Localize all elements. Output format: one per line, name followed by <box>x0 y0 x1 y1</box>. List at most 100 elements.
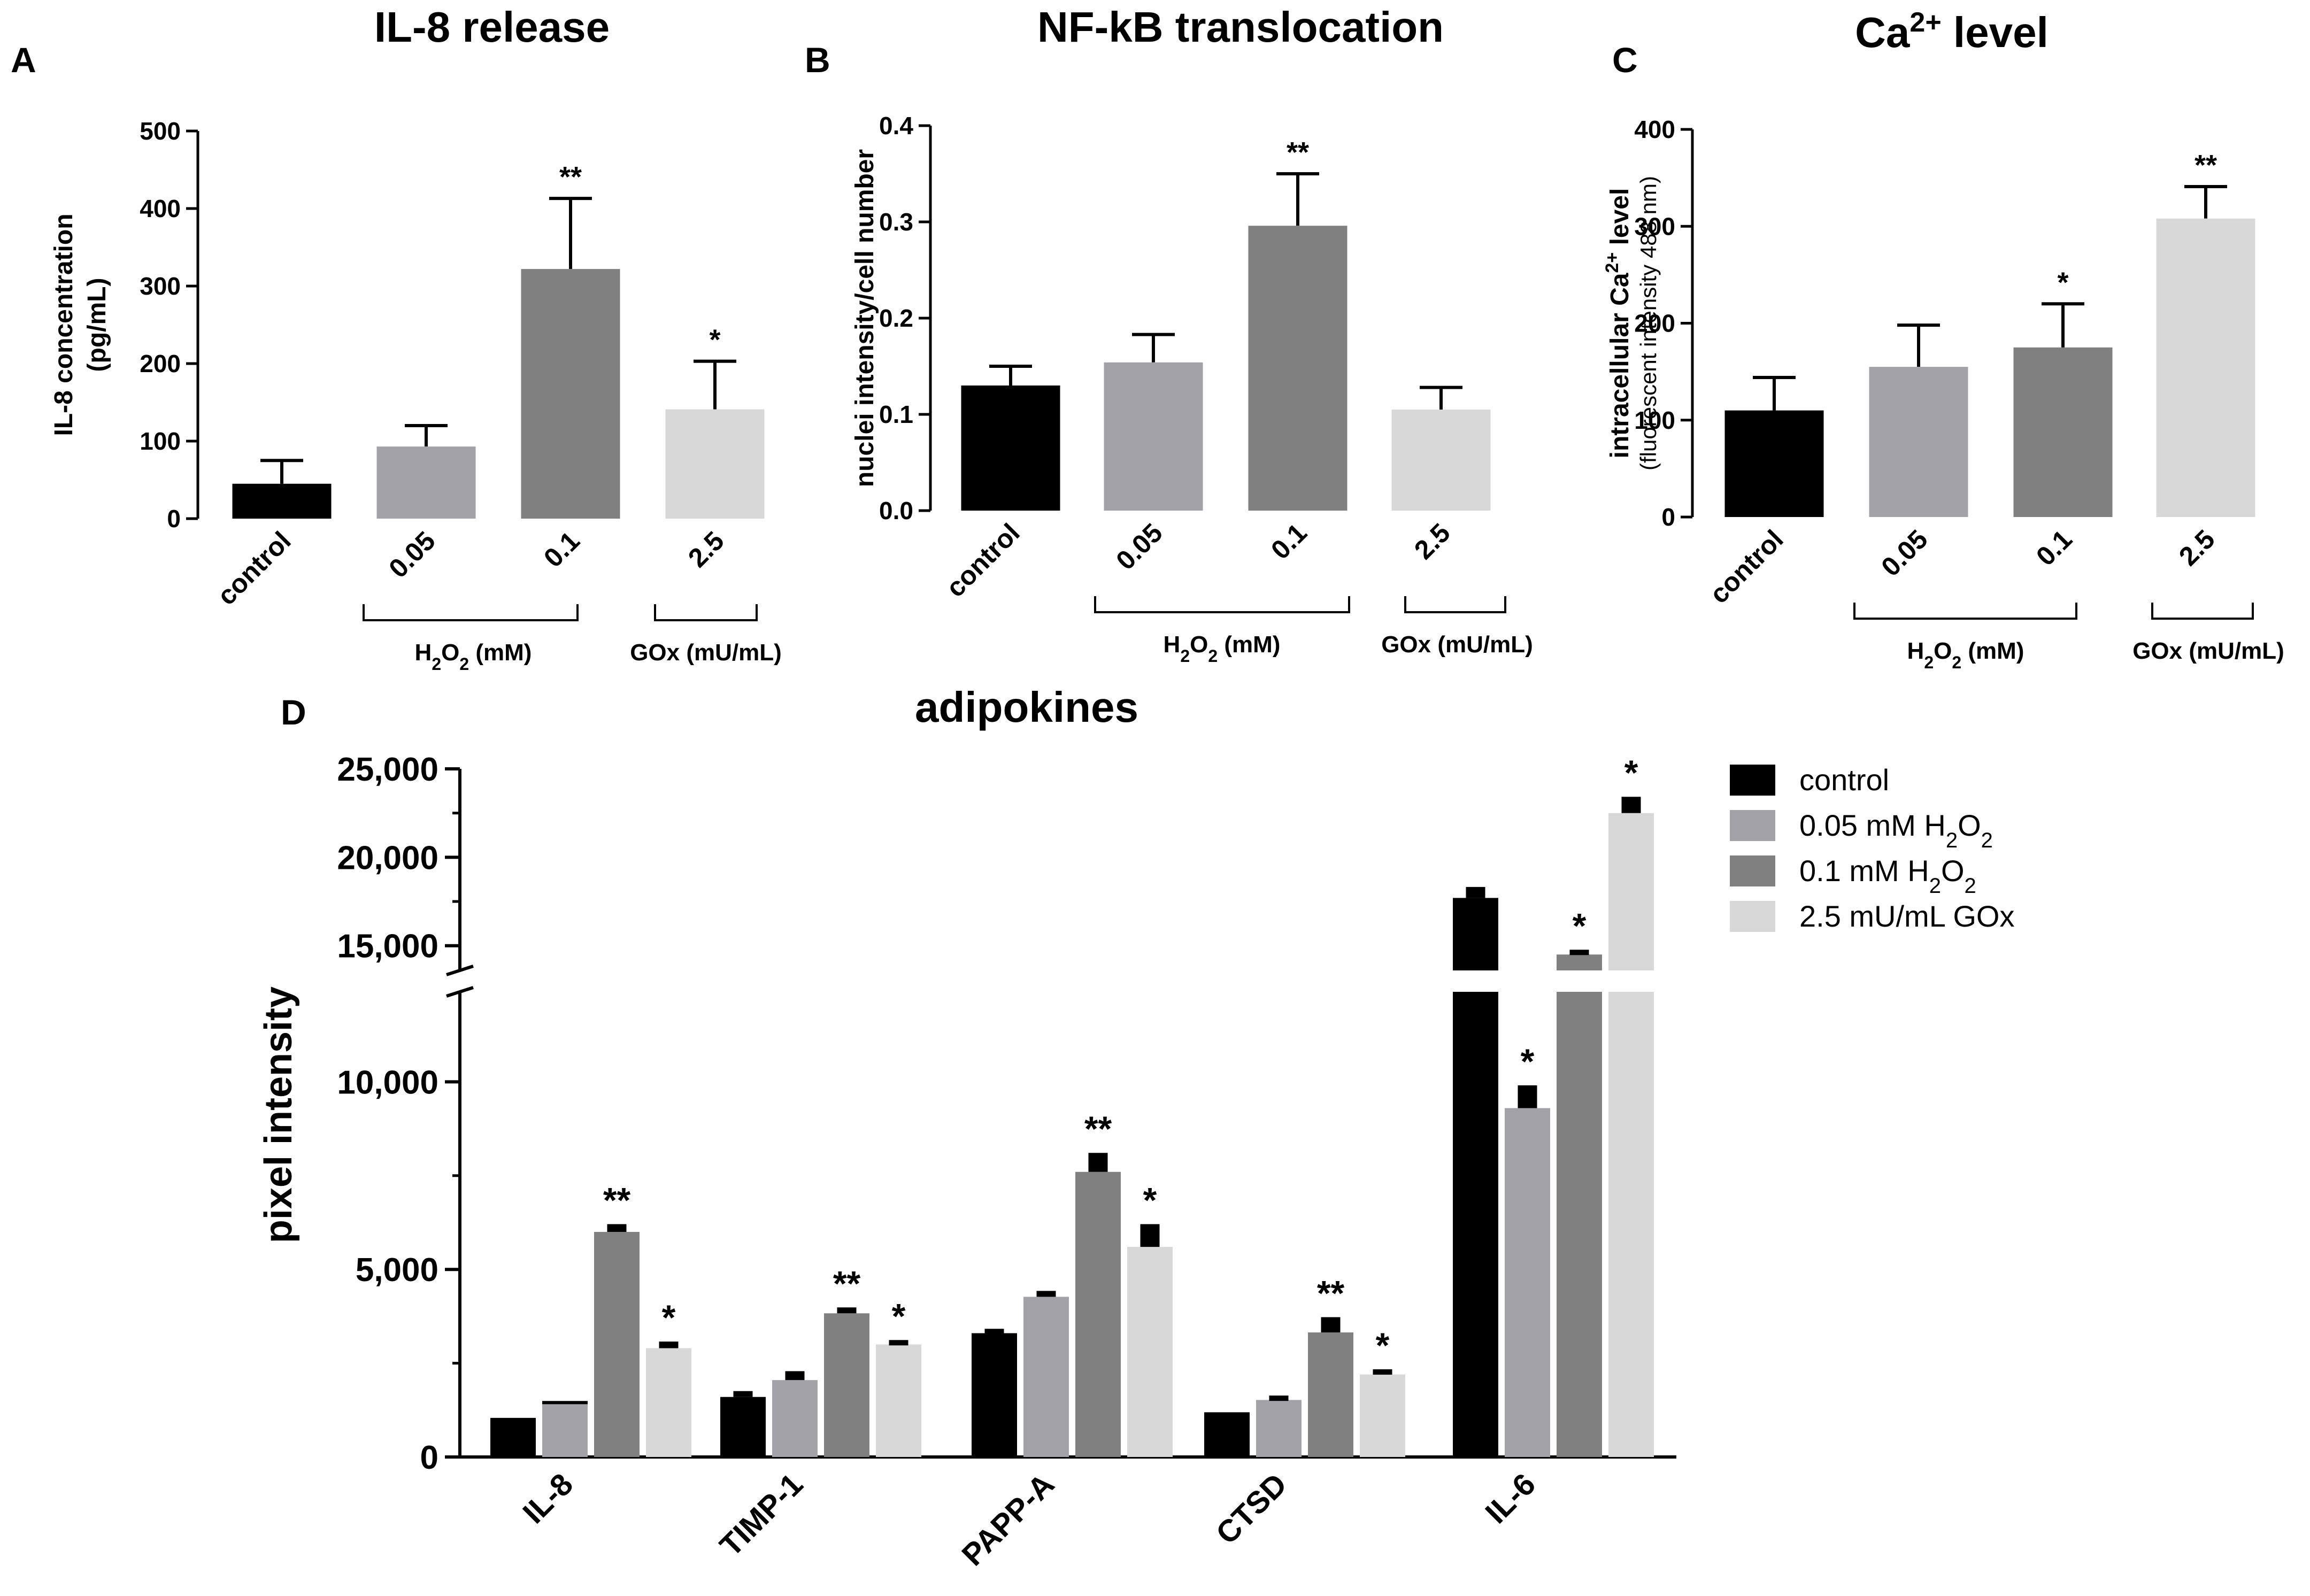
category-label: 0.1 <box>1265 518 1313 565</box>
significance-marker: * <box>662 1298 676 1337</box>
error-bar <box>1518 1087 1537 1108</box>
legend-entry: 0.05 mM H2O2 <box>1799 808 1993 852</box>
legend-swatch <box>1730 810 1775 841</box>
panel-title: adipokines <box>915 683 1138 731</box>
legend-text: control <box>1799 763 1889 797</box>
legend-swatch <box>1730 765 1775 796</box>
bar-control <box>1724 410 1824 517</box>
panel-label: A <box>11 40 36 80</box>
group-label-h2o2: H2O2 (mM) <box>1907 638 2024 672</box>
category-label: 0.05 <box>1110 518 1168 575</box>
panel-A: A IL-8 release 0 100 200 300 400 500 IL-8 concen… <box>11 3 782 674</box>
category-label: CTSD <box>1210 1467 1294 1551</box>
significance-marker: * <box>1521 1042 1535 1081</box>
y-tick-label: 200 <box>140 350 181 377</box>
bar-IL-6-lower <box>1608 992 1654 1457</box>
group-label-sub: 2 <box>1924 653 1934 672</box>
group-label-sub: 2 <box>432 654 441 674</box>
legend-text: O <box>1941 854 1965 888</box>
significance-marker: ** <box>1084 1109 1112 1148</box>
error-bar <box>659 1344 679 1348</box>
group-label-gox: GOx (mU/mL) <box>2132 638 2284 664</box>
group-label-sub: 2 <box>1952 653 1961 672</box>
error-bar <box>1140 1226 1160 1247</box>
significance-marker: ** <box>559 161 582 193</box>
y-tick-label: 300 <box>1634 212 1675 240</box>
category-label: 0.05 <box>383 526 441 583</box>
y-tick-label: 20,000 <box>337 839 438 876</box>
category-label: 0.1 <box>538 526 586 573</box>
significance-marker: * <box>709 324 720 356</box>
y-tick-label: 100 <box>140 427 181 455</box>
y-tick-label: 500 <box>140 117 181 145</box>
y-tick-label: 0.2 <box>879 304 913 332</box>
bar-CTSD <box>1360 1374 1405 1457</box>
y-axis-unit: (pg/mL) <box>83 278 111 372</box>
y-tick-label: 15,000 <box>337 928 438 965</box>
significance-marker: * <box>1143 1181 1157 1220</box>
bar-PAPP-A <box>1127 1247 1173 1457</box>
group-label-h2o2: H2O2 (mM) <box>415 639 532 674</box>
category-label: PAPP-A <box>955 1467 1061 1572</box>
bar-IL-6 <box>1453 898 1498 970</box>
legend-sub: 2 <box>1946 829 1958 852</box>
legend-entry: control <box>1799 763 1889 797</box>
y-title-main: intracellular Ca <box>1606 273 1634 458</box>
group-label-sub: 2 <box>459 654 469 674</box>
group-label-gox: GOx (mU/mL) <box>1381 631 1533 658</box>
legend-text: 0.1 mM H <box>1799 854 1929 888</box>
category-label: 2.5 <box>1408 518 1456 565</box>
y-tick-label: 100 <box>1634 406 1675 434</box>
y-tick-label: 400 <box>140 195 181 222</box>
legend-sub: 2 <box>1981 829 1993 852</box>
legend-sub: 2 <box>1929 874 1941 898</box>
group-bracket-h2o2 <box>1853 603 2077 620</box>
y-axis-title: intracellular Ca2+ level <box>1602 188 1634 459</box>
bar-PAPP-A <box>972 1333 1017 1457</box>
panel-title: NF-kB translocation <box>1037 3 1444 51</box>
panel-title: IL-8 release <box>374 3 610 51</box>
title-tail: level <box>1942 9 2049 56</box>
legend-text: O <box>1958 808 1981 842</box>
group-label-o: O <box>1934 638 1952 664</box>
y-tick-label: 0.3 <box>879 208 913 236</box>
category-label: 0.1 <box>2030 524 2078 572</box>
bar-CTSD <box>1204 1414 1250 1457</box>
y-tick-label: 0 <box>420 1439 438 1476</box>
category-label: 2.5 <box>2173 524 2221 572</box>
bar-IL-8 <box>490 1419 536 1457</box>
y-tick-label: 200 <box>1634 310 1675 337</box>
group-label-h: H <box>415 639 432 666</box>
bar-IL-6 <box>1608 813 1654 970</box>
bar-control <box>961 385 1060 511</box>
y-tick-label: 25,000 <box>337 751 438 788</box>
significance-marker: ** <box>2194 149 2217 181</box>
group-label-o: O <box>441 639 459 666</box>
legend-entry: 0.1 mM H2O2 <box>1799 854 1976 898</box>
category-label: TIMP-1 <box>713 1467 810 1563</box>
bar-TIMP-1 <box>720 1397 766 1457</box>
group-label-h: H <box>1907 638 1924 664</box>
category-label: 2.5 <box>682 526 730 573</box>
bar-IL-8 <box>646 1348 691 1457</box>
group-bracket-h2o2 <box>363 604 579 621</box>
y-tick-label: 0.0 <box>879 497 913 525</box>
bar-0.05 <box>376 446 476 519</box>
category-label: 0.05 <box>1875 524 1933 582</box>
y-tick-label: 5,000 <box>356 1252 438 1289</box>
error-bar <box>1466 889 1485 898</box>
bar-IL-6 <box>1505 1108 1550 1457</box>
group-label-h: H <box>1164 631 1181 658</box>
bar-0.1 <box>2013 347 2113 517</box>
category-label: control <box>211 526 296 611</box>
bar-IL-6-lower <box>1453 992 1498 1457</box>
axis-break-mark <box>446 986 474 998</box>
y-tick-label: 400 <box>1634 115 1675 143</box>
group-bracket-gox <box>2151 603 2254 620</box>
bar-IL-6 <box>1557 954 1602 970</box>
bar-0.1 <box>521 269 620 519</box>
y-tick-label: 10,000 <box>337 1064 438 1101</box>
group-label-gox: GOx (mU/mL) <box>630 639 782 666</box>
